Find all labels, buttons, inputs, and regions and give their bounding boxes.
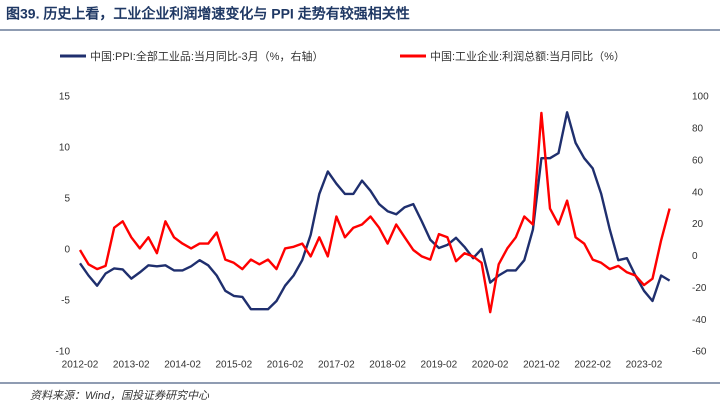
y2-tick-label: 20 — [692, 219, 704, 230]
series-line — [78, 111, 671, 314]
y-tick-label: 0 — [64, 245, 70, 256]
y2-tick-label: -40 — [692, 315, 707, 326]
y2-tick-label: 100 — [692, 92, 709, 103]
x-tick-label: 2019-02 — [421, 360, 458, 371]
y2-tick-label: -20 — [692, 283, 707, 294]
y-tick-label: -5 — [61, 296, 70, 307]
y-tick-label: -10 — [56, 347, 71, 358]
x-tick-label: 2012-02 — [62, 360, 99, 371]
x-tick-label: 2014-02 — [164, 360, 201, 371]
x-tick-label: 2017-02 — [318, 360, 355, 371]
y2-tick-label: 0 — [692, 251, 698, 262]
x-tick-label: 2021-02 — [523, 360, 560, 371]
y-tick-label: 10 — [59, 143, 71, 154]
y2-tick-label: 80 — [692, 124, 704, 135]
chart-title: 图39. 历史上看，工业企业利润增速变化与 PPI 走势有较强相关性 — [6, 6, 410, 22]
x-tick-label: 2023-02 — [626, 360, 663, 371]
source: 资料来源：Wind，国投证券研究中心 — [30, 389, 210, 402]
x-tick-label: 2013-02 — [113, 360, 150, 371]
legend-label: 中国:PPI:全部工业品:当月同比-3月（%，右轴） — [90, 49, 323, 63]
x-tick-label: 2020-02 — [472, 360, 509, 371]
y2-tick-label: 40 — [692, 187, 704, 198]
legend-label: 中国:工业企业:利润总额:当月同比（%） — [430, 49, 625, 63]
y-tick-label: 15 — [59, 92, 71, 103]
y2-tick-label: -60 — [692, 347, 707, 358]
y2-tick-label: 60 — [692, 155, 704, 166]
x-tick-label: 2022-02 — [574, 360, 611, 371]
series-line — [79, 111, 671, 311]
x-tick-label: 2018-02 — [369, 360, 406, 371]
x-tick-label: 2016-02 — [267, 360, 304, 371]
x-tick-label: 2015-02 — [215, 360, 252, 371]
y-tick-label: 5 — [64, 194, 70, 205]
